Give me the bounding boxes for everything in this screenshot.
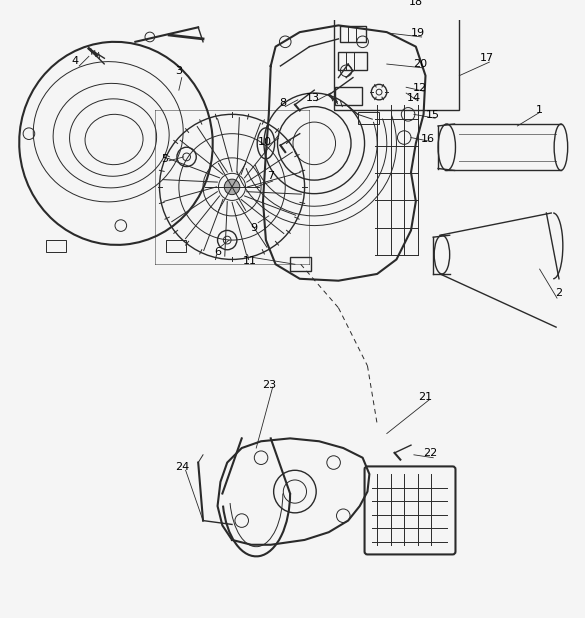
Text: 24: 24 — [175, 462, 189, 472]
Bar — [290, 258, 311, 271]
Text: 19: 19 — [411, 28, 425, 38]
Text: 20: 20 — [412, 59, 426, 69]
Text: 21: 21 — [418, 392, 432, 402]
Text: 18: 18 — [409, 0, 423, 7]
Text: 1: 1 — [536, 104, 543, 114]
Text: 9: 9 — [251, 224, 258, 234]
Text: 22: 22 — [423, 448, 438, 458]
Text: 17: 17 — [479, 53, 494, 63]
Bar — [333, 0, 459, 109]
Text: 6: 6 — [214, 247, 221, 256]
Text: 16: 16 — [421, 133, 435, 143]
Text: 12: 12 — [412, 83, 426, 93]
Text: 3: 3 — [176, 66, 183, 76]
Text: 14: 14 — [407, 93, 421, 103]
Text: 10: 10 — [258, 137, 272, 148]
Text: 11: 11 — [242, 256, 256, 266]
Text: 13: 13 — [305, 93, 319, 103]
Text: 23: 23 — [261, 380, 276, 390]
Text: 8: 8 — [279, 98, 286, 108]
Text: 15: 15 — [426, 110, 441, 121]
Text: 5: 5 — [161, 154, 168, 164]
Bar — [339, 53, 367, 70]
Bar — [340, 27, 366, 42]
Bar — [335, 87, 362, 104]
Circle shape — [224, 179, 240, 195]
Text: 4: 4 — [72, 56, 79, 66]
Text: 2: 2 — [555, 288, 563, 298]
Bar — [358, 112, 379, 124]
Text: 7: 7 — [267, 171, 274, 181]
Bar — [166, 240, 185, 252]
Bar — [46, 240, 66, 252]
